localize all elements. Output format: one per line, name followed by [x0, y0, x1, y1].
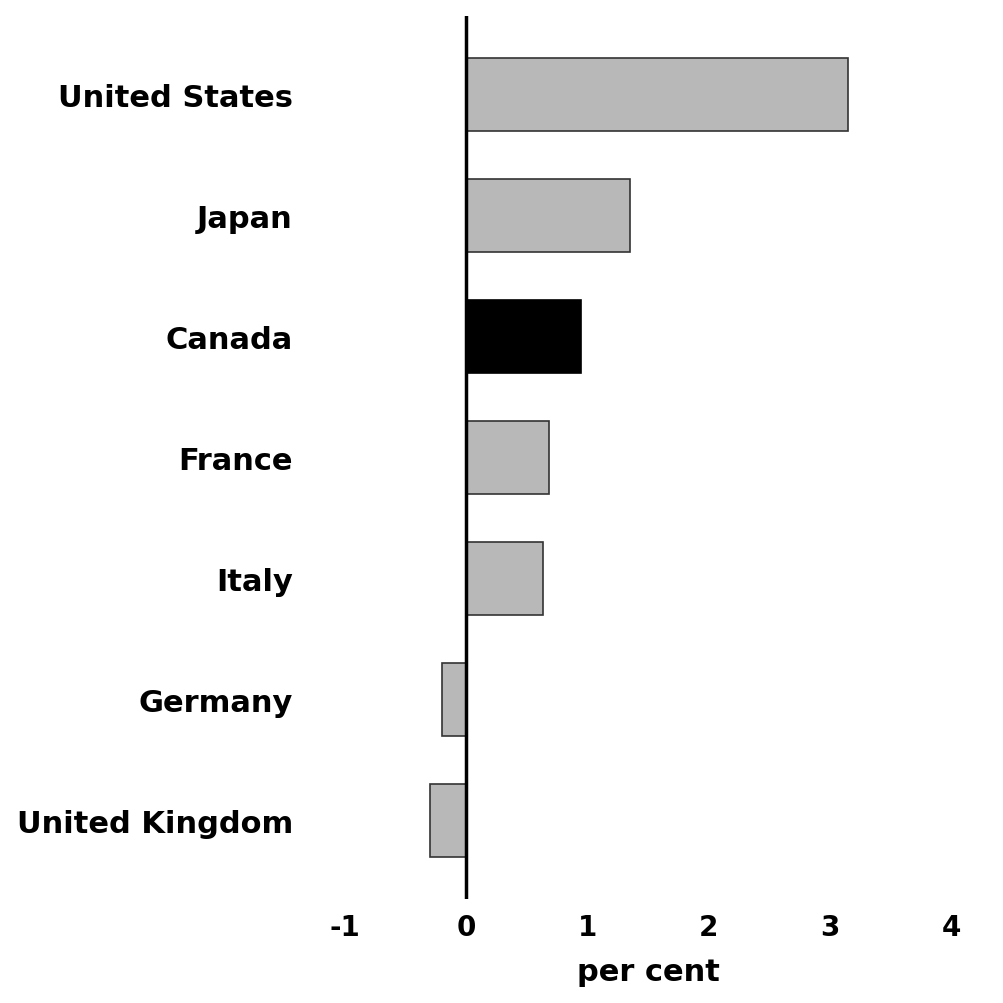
Bar: [441, 664, 466, 736]
Bar: [466, 543, 543, 616]
Bar: [466, 180, 629, 253]
Bar: [466, 301, 581, 373]
X-axis label: per cent: per cent: [576, 958, 719, 986]
Bar: [466, 422, 549, 494]
Bar: [466, 59, 848, 131]
Bar: [429, 784, 466, 858]
